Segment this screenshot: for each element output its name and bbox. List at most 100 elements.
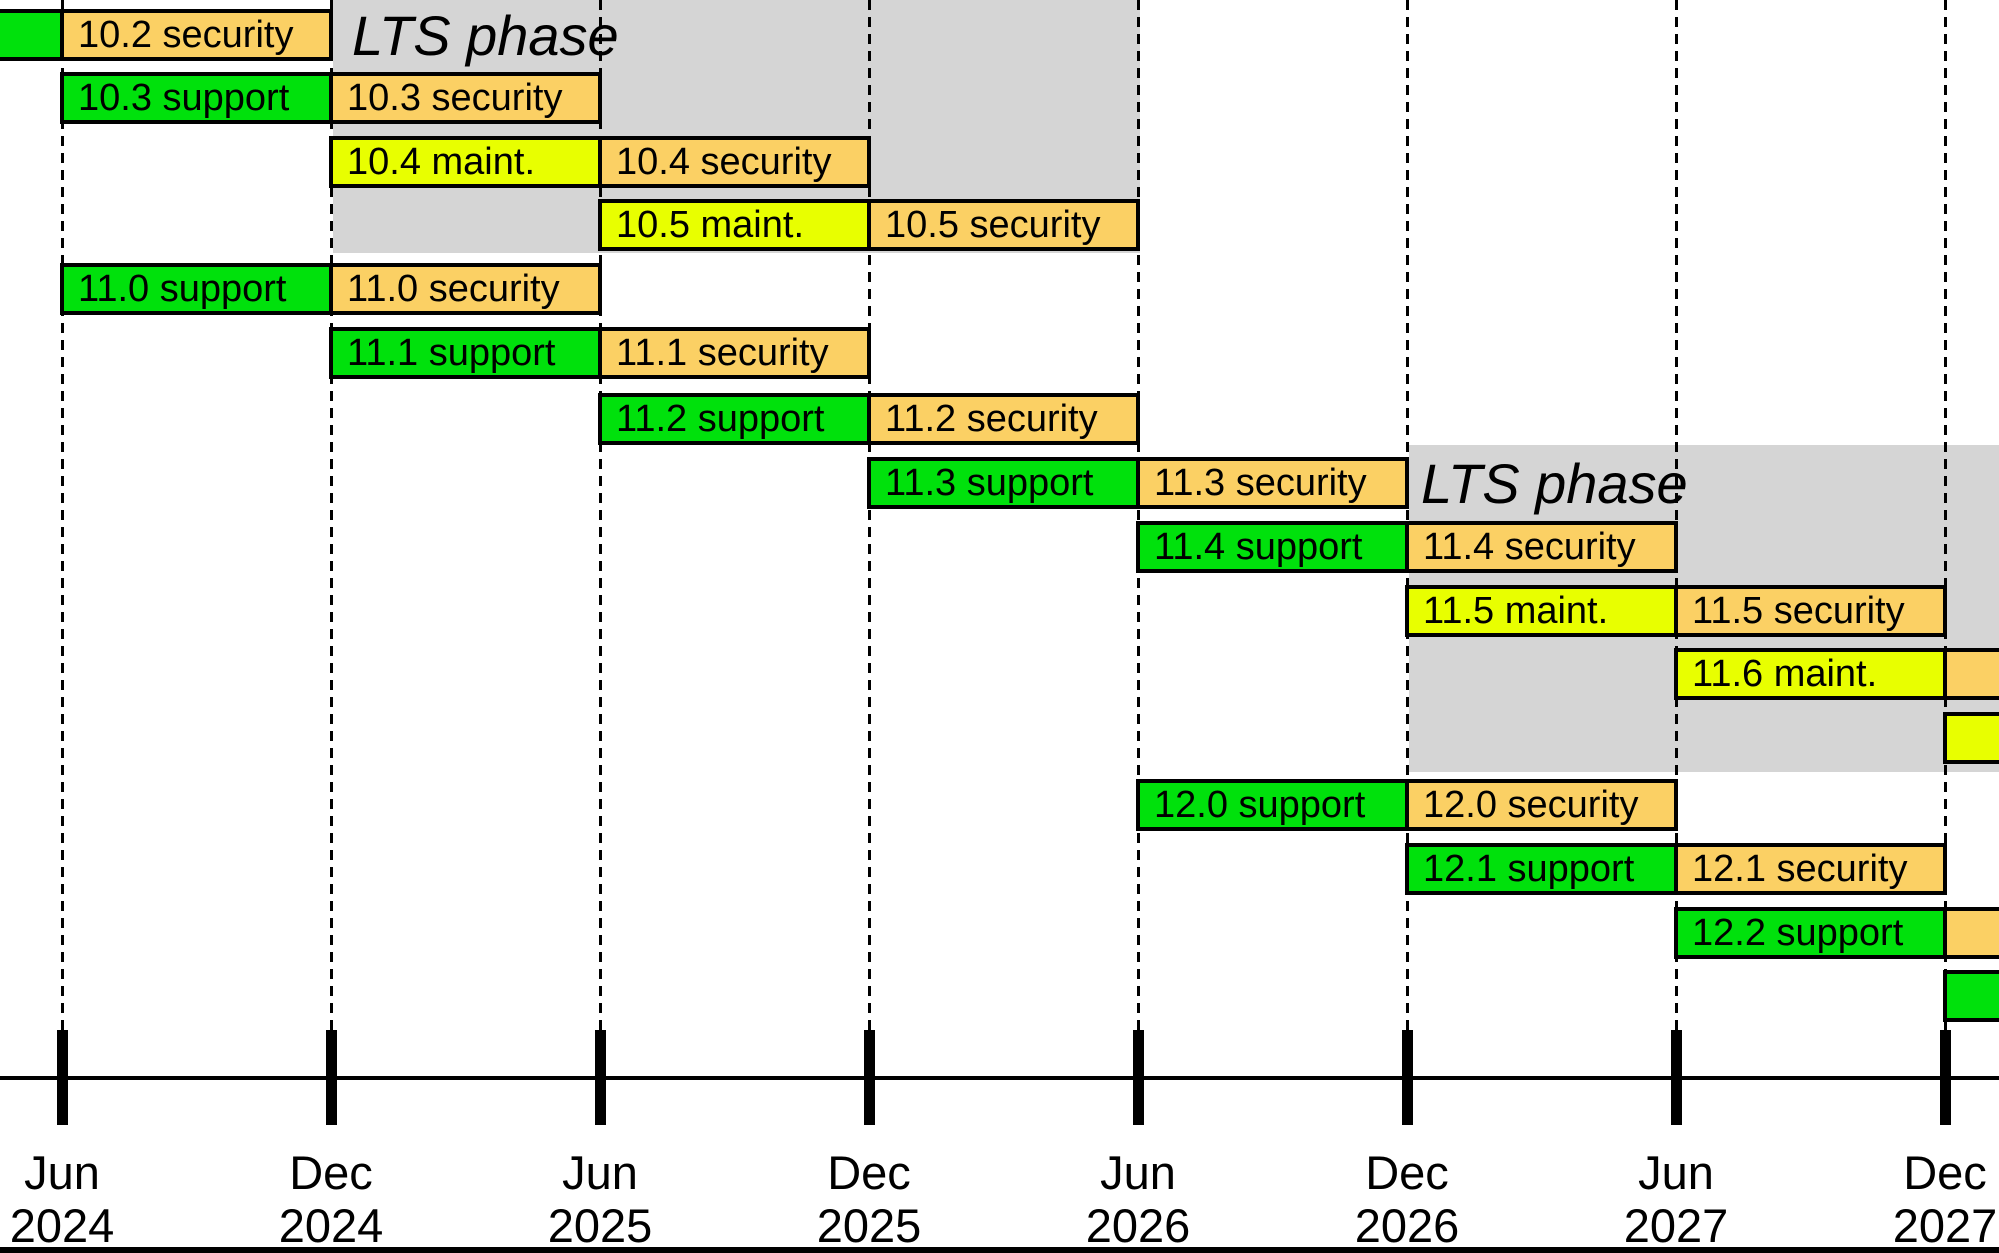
tick-month: Dec xyxy=(1903,1146,1987,1199)
bar-11.5-maint: 11.5 maint. xyxy=(1405,585,1678,637)
bar-11.2-security: 11.2 security xyxy=(867,393,1140,445)
bar-11.4-security: 11.4 security xyxy=(1405,521,1678,573)
tick-month: Dec xyxy=(827,1146,911,1199)
tick-month: Jun xyxy=(24,1146,100,1199)
tick-month: Jun xyxy=(1638,1146,1714,1199)
tick-month: Dec xyxy=(289,1146,373,1199)
dashed-gridline-jun-2025 xyxy=(598,0,602,1030)
bar-10.3-security: 10.3 security xyxy=(329,72,602,124)
bar-10.5-maint: 10.5 maint. xyxy=(598,199,871,251)
axis-tick-dec-2025 xyxy=(863,1030,875,1125)
bar-11.6-maint: 11.6 maint. xyxy=(1674,648,1947,700)
bar-label: 10.5 maint. xyxy=(616,203,804,246)
axis-tick-dec-2026 xyxy=(1401,1030,1413,1125)
bar-11.5-security: 11.5 security xyxy=(1674,585,1947,637)
bar-11.0-support: 11.0 support xyxy=(60,263,333,315)
bar-label: 11.6 maint. xyxy=(1692,652,1878,695)
bar-label: 11.2 security xyxy=(885,397,1098,440)
dashed-gridline-dec-2024 xyxy=(329,0,333,1030)
bar-label: 10.3 support xyxy=(78,76,290,119)
bar-label: 12.0 security xyxy=(1423,783,1639,826)
bar-label: 10.4 maint. xyxy=(347,140,535,183)
bar-10.4-maint: 10.4 maint. xyxy=(329,136,602,188)
bar-label: 11.4 support xyxy=(1154,525,1363,568)
axis-tick-jun-2025 xyxy=(594,1030,606,1125)
dashed-gridline-jun-2026 xyxy=(1136,0,1140,1030)
bar-label: 10.4 security xyxy=(616,140,832,183)
tick-year: 2025 xyxy=(547,1199,653,1252)
dashed-gridline-dec-2025 xyxy=(867,0,871,1030)
bar-11.0-security: 11.0 security xyxy=(329,263,602,315)
axis-tick-dec-2027 xyxy=(1939,1030,1951,1125)
tick-label-dec-2025: Dec 2025 xyxy=(735,1146,1003,1252)
bar-11.2-support: 11.2 support xyxy=(598,393,871,445)
bar-10.3-support: 10.3 support xyxy=(60,72,333,124)
tick-label-jun-2025: Jun 2025 xyxy=(466,1146,734,1252)
bar-label: 10.3 security xyxy=(347,76,563,119)
bar-label: 12.1 support xyxy=(1423,847,1635,890)
bar-label: 11.0 security xyxy=(347,267,560,310)
axis-baseline xyxy=(0,1076,1999,1080)
bar-label: 11.5 maint. xyxy=(1423,589,1609,632)
tick-year: 2026 xyxy=(1354,1199,1460,1252)
bar-12.1-support: 12.1 support xyxy=(1405,843,1678,895)
bar-12.0-security: 12.0 security xyxy=(1405,779,1678,831)
bar-unlabeled-support xyxy=(1943,970,1999,1022)
bar-11.3-support: 11.3 support xyxy=(867,457,1140,509)
bar-11.1-support: 11.1 support xyxy=(329,327,602,379)
bar-label: 11.2 support xyxy=(616,397,825,440)
tick-year: 2024 xyxy=(9,1199,115,1252)
bar-label: 10.5 security xyxy=(885,203,1101,246)
lts-phase-label-1: LTS phase xyxy=(352,3,619,67)
tick-month: Jun xyxy=(1100,1146,1176,1199)
bar-label: 11.1 support xyxy=(347,331,556,374)
dashed-gridline-jun-2024 xyxy=(60,0,64,1030)
bar-label: 10.2 security xyxy=(78,13,294,56)
bar-label: 11.3 support xyxy=(885,461,1094,504)
tick-year: 2024 xyxy=(278,1199,384,1252)
bottom-border xyxy=(0,1247,1999,1253)
tick-year: 2027 xyxy=(1892,1199,1998,1252)
bar-unlabeled-maint xyxy=(1943,712,1999,764)
bar-10.2-support xyxy=(0,9,64,61)
axis-tick-jun-2027 xyxy=(1670,1030,1682,1125)
bar-label: 11.5 security xyxy=(1692,589,1905,632)
tick-label-jun-2026: Jun 2026 xyxy=(1004,1146,1272,1252)
tick-label-dec-2026: Dec 2026 xyxy=(1273,1146,1541,1252)
bar-11.6-security xyxy=(1943,648,1999,700)
bar-label: 11.3 security xyxy=(1154,461,1367,504)
bar-12.1-security: 12.1 security xyxy=(1674,843,1947,895)
tick-year: 2025 xyxy=(816,1199,922,1252)
bar-11.1-security: 11.1 security xyxy=(598,327,871,379)
bar-11.4-support: 11.4 support xyxy=(1136,521,1409,573)
bar-12.2-security xyxy=(1943,907,1999,959)
bar-label: 11.0 support xyxy=(78,267,287,310)
tick-label-dec-2024: Dec 2024 xyxy=(197,1146,465,1252)
tick-month: Dec xyxy=(1365,1146,1449,1199)
bar-12.2-support: 12.2 support xyxy=(1674,907,1947,959)
bar-11.3-security: 11.3 security xyxy=(1136,457,1409,509)
tick-label-jun-2027: Jun 2027 xyxy=(1542,1146,1810,1252)
tick-year: 2026 xyxy=(1085,1199,1191,1252)
tick-label-jun-2024: Jun 2024 xyxy=(0,1146,196,1252)
dashed-gridline-jun-2027 xyxy=(1674,0,1678,1030)
dashed-gridline-dec-2026 xyxy=(1405,0,1409,1030)
bar-label: 12.0 support xyxy=(1154,783,1366,826)
tick-year: 2027 xyxy=(1623,1199,1729,1252)
bar-label: 12.1 security xyxy=(1692,847,1908,890)
axis-tick-dec-2024 xyxy=(325,1030,337,1125)
bar-label: 11.4 security xyxy=(1423,525,1636,568)
axis-tick-jun-2026 xyxy=(1132,1030,1144,1125)
tick-month: Jun xyxy=(562,1146,638,1199)
axis-tick-jun-2024 xyxy=(56,1030,68,1125)
bar-10.2-security: 10.2 security xyxy=(60,9,333,61)
dashed-gridline-dec-2027 xyxy=(1943,0,1947,1030)
bar-label: 12.2 support xyxy=(1692,911,1904,954)
bar-12.0-support: 12.0 support xyxy=(1136,779,1409,831)
bar-label: 11.1 security xyxy=(616,331,829,374)
bar-10.5-security: 10.5 security xyxy=(867,199,1140,251)
tick-label-dec-2027: Dec 2027 xyxy=(1811,1146,1999,1252)
lts-phase-label-2: LTS phase xyxy=(1421,451,1688,515)
bar-10.4-security: 10.4 security xyxy=(598,136,871,188)
